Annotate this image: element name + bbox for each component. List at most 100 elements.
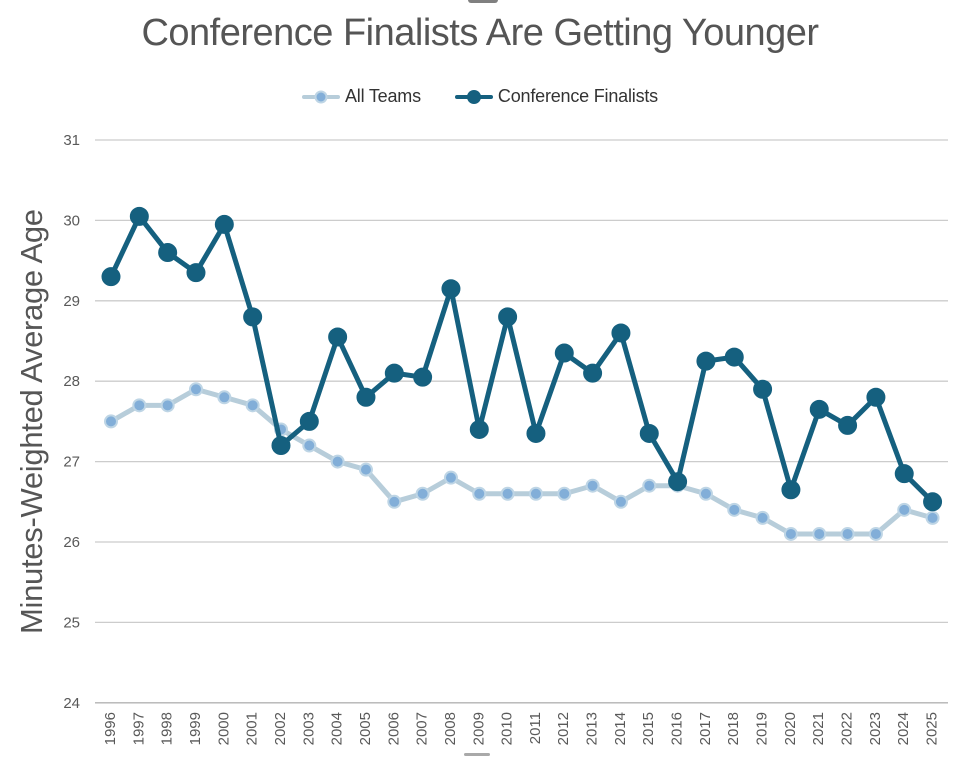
conference-finalists-point-2017 — [696, 351, 716, 371]
all-teams-point-2017 — [698, 486, 713, 501]
conference-finalists-point-1999 — [186, 263, 206, 283]
legend-label-conference-finalists: Conference Finalists — [497, 86, 658, 106]
y-tick-label-24: 24 — [63, 695, 80, 712]
x-tick-label-2012: 2012 — [555, 712, 572, 745]
all-teams-point-2014 — [613, 494, 628, 509]
conference-finalists-point-2006 — [384, 363, 404, 383]
x-tick-label-2002: 2002 — [272, 712, 289, 745]
x-tick-label-1996: 1996 — [102, 712, 119, 745]
y-tick-label-31: 31 — [63, 132, 80, 149]
y-tick-label-25: 25 — [63, 614, 80, 631]
x-tick-label-2018: 2018 — [725, 712, 742, 745]
conference-finalists-point-2016 — [668, 472, 688, 492]
all-teams-point-2005 — [358, 462, 373, 477]
conference-finalists-point-2000 — [214, 214, 234, 234]
conference-finalists-point-2024 — [894, 464, 914, 484]
cropped-ui-fragment-bottom — [464, 753, 490, 756]
x-tick-label-1999: 1999 — [187, 712, 204, 745]
conference-finalists-line — [108, 213, 936, 505]
conference-finalists-point-2025 — [923, 492, 943, 512]
conference-finalists-point-1997 — [129, 206, 149, 226]
all-teams-point-2023 — [868, 526, 883, 541]
x-tick-label-2025: 2025 — [924, 712, 941, 745]
x-tick-label-2020: 2020 — [782, 712, 799, 745]
conference-finalists-legend-marker-icon — [454, 89, 493, 105]
conference-finalists-point-2011 — [526, 423, 546, 443]
all-teams-point-2018 — [727, 502, 742, 517]
all-teams-point-2010 — [500, 486, 515, 501]
y-tick-label-30: 30 — [63, 212, 80, 229]
conference-finalists-point-2022 — [838, 415, 858, 435]
all-teams-legend-marker-icon — [302, 89, 340, 105]
all-teams-point-2012 — [557, 486, 572, 501]
x-tick-label-2007: 2007 — [414, 712, 431, 745]
y-tick-label-28: 28 — [63, 373, 80, 390]
conference-finalists-point-2005 — [356, 387, 376, 407]
x-tick-label-2015: 2015 — [640, 712, 657, 745]
x-tick-label-2017: 2017 — [697, 712, 714, 745]
conference-finalists-point-1996 — [101, 267, 121, 287]
x-tick-label-2022: 2022 — [839, 712, 856, 745]
conference-finalists-point-2020 — [781, 480, 801, 500]
x-tick-label-2013: 2013 — [584, 712, 601, 745]
all-teams-point-1996 — [104, 414, 118, 429]
chart-title: Conference Finalists Are Getting Younger — [141, 12, 819, 54]
x-tick-label-2010: 2010 — [499, 712, 516, 745]
conference-finalists-point-2008 — [441, 279, 461, 299]
conference-finalists-point-2003 — [299, 411, 319, 431]
x-tick-label-2021: 2021 — [810, 712, 827, 745]
x-tick-label-2024: 2024 — [895, 712, 912, 745]
legend: All Teams Conference Finalists — [0, 86, 960, 107]
all-teams-point-2025 — [925, 510, 940, 525]
x-tick-label-2006: 2006 — [385, 712, 402, 745]
all-teams-point-2020 — [783, 526, 798, 541]
x-tick-label-2014: 2014 — [612, 712, 629, 745]
legend-item-all-teams: All Teams — [302, 86, 421, 107]
conference-finalists-point-2014 — [611, 323, 631, 343]
x-tick-label-2003: 2003 — [300, 712, 317, 745]
x-tick-label-1998: 1998 — [159, 712, 176, 745]
x-tick-label-2019: 2019 — [754, 712, 771, 745]
all-teams-point-2019 — [755, 510, 770, 525]
all-teams-point-2015 — [642, 478, 657, 493]
all-teams-point-2021 — [812, 526, 827, 541]
y-tick-label-29: 29 — [63, 293, 80, 310]
x-tick-label-2008: 2008 — [442, 712, 459, 745]
cropped-ui-fragment-top — [468, 0, 498, 3]
all-teams-point-2009 — [472, 486, 487, 501]
all-teams-point-2022 — [840, 526, 855, 541]
conference-finalists-point-1998 — [158, 243, 178, 263]
all-teams-point-2003 — [302, 438, 317, 453]
x-tick-label-2011: 2011 — [527, 712, 544, 744]
conference-finalists-point-2002 — [271, 436, 291, 456]
conference-finalists-point-2019 — [753, 379, 773, 399]
all-teams-point-2007 — [415, 486, 430, 501]
all-teams-point-2006 — [387, 494, 402, 509]
all-teams-point-2008 — [443, 470, 458, 485]
conference-finalists-point-2009 — [469, 419, 489, 439]
all-teams-point-2001 — [245, 398, 260, 413]
all-teams-point-1997 — [132, 398, 147, 413]
y-tick-label-27: 27 — [63, 454, 80, 471]
conference-finalists-point-2015 — [639, 423, 659, 443]
all-teams-point-2011 — [528, 486, 543, 501]
all-teams-point-2024 — [897, 502, 912, 517]
x-tick-label-2005: 2005 — [357, 712, 374, 745]
conference-finalists-point-2004 — [328, 327, 348, 347]
x-tick-label-2023: 2023 — [867, 712, 884, 745]
conference-finalists-point-2013 — [583, 363, 603, 383]
x-tick-label-2004: 2004 — [329, 712, 346, 745]
all-teams-point-1998 — [160, 398, 175, 413]
all-teams-point-2004 — [330, 454, 345, 469]
x-tick-label-2016: 2016 — [669, 712, 686, 745]
legend-item-conference-finalists: Conference Finalists — [454, 86, 658, 107]
x-tick-label-1997: 1997 — [130, 712, 147, 745]
x-tick-label-2001: 2001 — [244, 712, 261, 745]
conference-finalists-point-2012 — [554, 343, 574, 363]
conference-finalists-point-2010 — [498, 307, 518, 327]
conference-finalists-point-2007 — [413, 367, 433, 387]
x-tick-label-2000: 2000 — [215, 712, 232, 745]
conference-finalists-point-2001 — [243, 307, 263, 327]
